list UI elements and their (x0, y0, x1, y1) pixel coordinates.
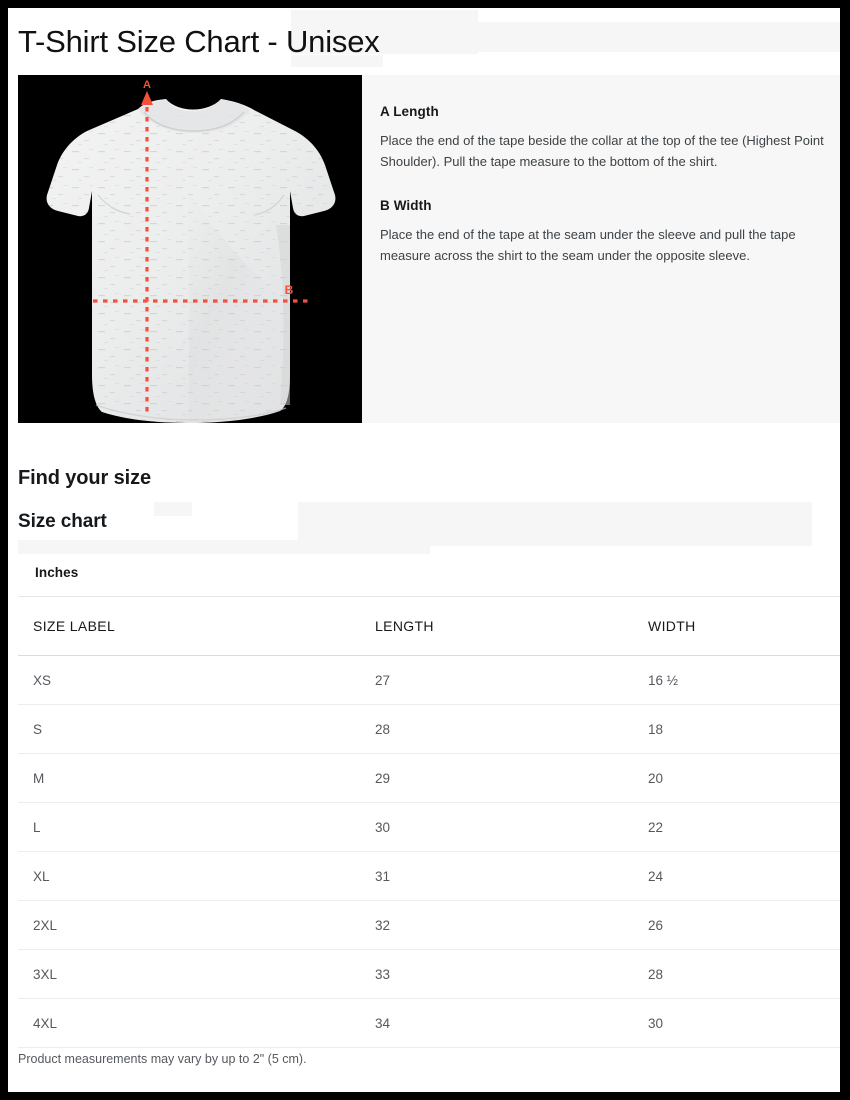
column-header-width: WIDTH (648, 597, 840, 656)
table-row: XS 27 16 ½ (18, 655, 840, 705)
shirt-image-panel: A B (18, 75, 362, 423)
cell-width: 24 (648, 851, 840, 901)
tabs-divider (18, 596, 840, 597)
cell-width: 18 (648, 704, 840, 754)
cell-width: 30 (648, 998, 840, 1048)
measurement-instructions-panel: A Length Place the end of the tape besid… (362, 75, 840, 423)
cell-length: 29 (375, 753, 648, 803)
cell-size-label: L (18, 802, 375, 852)
table-row: M 29 20 (18, 753, 840, 803)
table-head: SIZE LABEL LENGTH WIDTH (18, 597, 840, 656)
page-title: T-Shirt Size Chart - Unisex (18, 24, 380, 59)
table-row: 4XL 34 30 (18, 998, 840, 1048)
cell-length: 31 (375, 851, 648, 901)
find-your-size-heading: Find your size (18, 467, 152, 489)
table-row: 3XL 33 28 (18, 949, 840, 999)
table-row: XL 31 24 (18, 851, 840, 901)
size-chart-page: T-Shirt Size Chart - Unisex (8, 8, 840, 1092)
cell-length: 34 (375, 998, 648, 1048)
cell-size-label: S (18, 704, 375, 754)
tab-inches[interactable]: Inches (35, 565, 79, 580)
measurement-disclaimer: Product measurements may vary by up to 2… (18, 1052, 307, 1066)
cell-length: 28 (375, 704, 648, 754)
size-chart-heading: Size chart (18, 511, 107, 532)
cell-width: 22 (648, 802, 840, 852)
cell-size-label: 4XL (18, 998, 375, 1048)
cell-size-label: 3XL (18, 949, 375, 999)
unit-tabs: Inches (18, 556, 840, 594)
table-row: 2XL 32 26 (18, 900, 840, 950)
cell-length: 30 (375, 802, 648, 852)
cell-size-label: XS (18, 655, 375, 705)
cell-width: 16 ½ (648, 655, 840, 705)
table-header-row: SIZE LABEL LENGTH WIDTH (18, 597, 840, 656)
tshirt-illustration-svg: A B (18, 75, 362, 423)
skeleton-band-sizechart-1 (154, 502, 192, 516)
table-row: L 30 22 (18, 802, 840, 852)
size-chart-table: SIZE LABEL LENGTH WIDTH XS 27 16 ½ S 28 … (18, 597, 840, 1048)
instruction-heading-a: A Length (380, 104, 439, 119)
cell-width: 26 (648, 900, 840, 950)
skeleton-band-title-2 (468, 22, 840, 52)
cell-size-label: 2XL (18, 900, 375, 950)
shirt-diagram: A B (18, 75, 362, 423)
svg-text:B: B (285, 283, 294, 297)
column-header-length: LENGTH (375, 597, 648, 656)
instruction-heading-b: B Width (380, 198, 432, 213)
cell-size-label: XL (18, 851, 375, 901)
cell-length: 32 (375, 900, 648, 950)
table-row: S 28 18 (18, 704, 840, 754)
skeleton-band-sizechart-3 (18, 540, 430, 554)
table-body: XS 27 16 ½ S 28 18 M 29 20 L 30 22 (18, 655, 840, 1048)
column-header-size-label: SIZE LABEL (18, 597, 375, 656)
instruction-body-a: Place the end of the tape beside the col… (380, 133, 824, 169)
cell-length: 27 (375, 655, 648, 705)
svg-text:A: A (143, 79, 151, 91)
instruction-body-b: Place the end of the tape at the seam un… (380, 227, 796, 263)
cell-size-label: M (18, 753, 375, 803)
skeleton-band-sizechart-2 (298, 502, 812, 546)
cell-length: 33 (375, 949, 648, 999)
cell-width: 28 (648, 949, 840, 999)
cell-width: 20 (648, 753, 840, 803)
measurement-guide-section: A B A Length Place the end of the tape b… (18, 75, 840, 423)
